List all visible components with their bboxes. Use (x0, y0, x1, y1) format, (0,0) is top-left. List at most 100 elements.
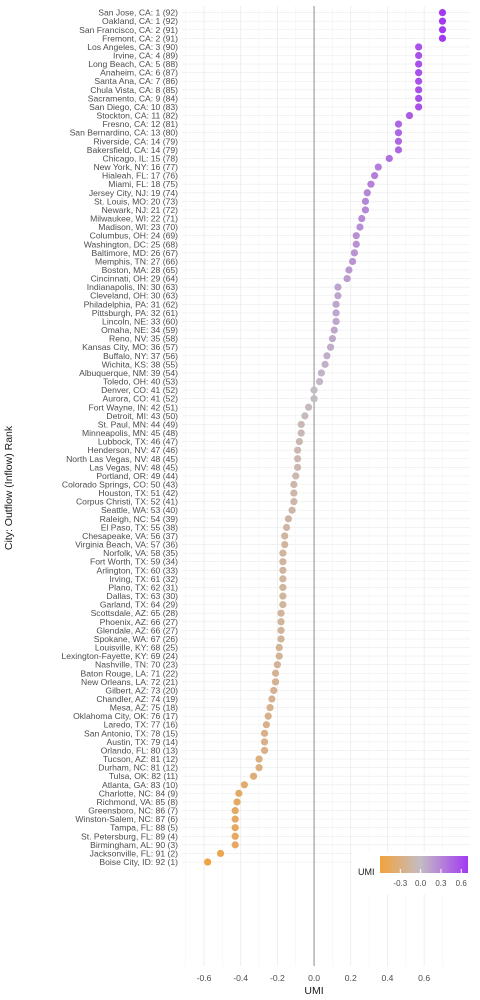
data-point (275, 643, 283, 652)
data-point (363, 189, 371, 197)
data-point (260, 738, 269, 746)
y-tick-label: St. Louis, MO: 20 (73) (94, 196, 178, 206)
y-tick-label: North Las Vegas, NV: 48 (45) (66, 454, 178, 464)
y-tick-label: Richmond, VA: 85 (8) (96, 797, 178, 807)
data-point (279, 549, 287, 557)
y-tick-label: Santa Ana, CA: 7 (86) (94, 76, 178, 86)
data-point (330, 326, 338, 334)
y-tick-label: San Francisco, CA: 2 (91) (79, 25, 178, 35)
y-tick-label: Portland, OR: 49 (44) (96, 471, 178, 481)
y-tick-label: Philadelphia, PA: 31 (62) (84, 299, 179, 309)
data-point (293, 463, 302, 471)
data-point (361, 206, 370, 214)
y-tick-label: Irvine, CA: 4 (89) (113, 51, 178, 61)
data-point (277, 618, 285, 626)
grid (182, 6, 470, 966)
data-point (343, 274, 351, 283)
data-point (374, 163, 382, 171)
y-tick-label: Indianapolis, IN: 30 (63) (87, 282, 178, 292)
y-tick-label: El Paso, TX: 55 (38) (101, 522, 178, 532)
y-tick-label: Fort Worth, TX: 59 (34) (90, 557, 178, 567)
y-tick-label: Colorado Springs, CO: 50 (43) (62, 480, 178, 490)
y-tick-label: Stockton, CA: 11 (82) (96, 111, 178, 121)
data-point (279, 575, 287, 583)
y-tick-label: Greensboro, NC: 86 (7) (88, 806, 178, 816)
y-tick-label: Cleveland, OH: 30 (63) (90, 291, 178, 301)
data-point (405, 111, 414, 120)
y-tick-label: Chesapeake, VA: 56 (37) (82, 531, 178, 541)
data-point (367, 180, 375, 188)
data-point (371, 172, 379, 180)
data-point (270, 686, 278, 695)
x-tick-label: 0.4 (381, 973, 393, 983)
data-point (292, 472, 300, 480)
y-tick-label: San Diego, CA: 10 (83) (89, 102, 178, 112)
y-tick-label: Columbus, OH: 24 (69) (90, 231, 178, 241)
y-tick-label: Buffalo, NY: 37 (56) (103, 351, 178, 361)
y-tick-label: Charlotte, NC: 84 (9) (99, 788, 178, 798)
data-point (352, 240, 360, 248)
data-point (231, 832, 239, 840)
data-point (290, 498, 298, 506)
data-point (415, 51, 423, 60)
y-tick-label: Tulsa, OK: 82 (11) (109, 771, 178, 781)
y-tick-label: Oklahoma City, OK: 76 (17) (73, 711, 178, 721)
data-point (361, 197, 370, 205)
y-tick-label: Jersey City, NJ: 19 (74) (89, 188, 178, 198)
y-tick-label: Oakland, CA: 1 (92) (102, 16, 178, 26)
data-point (385, 154, 393, 163)
y-tick-label: Cincinnati, OH: 29 (64) (91, 274, 179, 284)
data-point (297, 429, 305, 437)
data-point (281, 540, 289, 549)
data-point (438, 26, 447, 34)
y-tick-label: Tucson, AZ: 81 (12) (103, 754, 178, 764)
data-point (262, 721, 270, 729)
y-tick-label: Madison, WI: 23 (70) (98, 222, 178, 232)
y-tick-label: Gilbert, AZ: 73 (20) (105, 685, 178, 695)
plot-panel (182, 6, 470, 966)
legend-ticks: -0.3 0.0 0.3 0.6 (393, 869, 467, 888)
y-tick-label: Detroit, MI: 43 (50) (106, 411, 178, 421)
data-point (301, 412, 309, 420)
y-tick-label: Hialeah, FL: 17 (76) (102, 171, 178, 181)
y-tick-label: Louisville, KY: 68 (25) (95, 643, 178, 653)
y-tick-label: Pittsburgh, PA: 32 (61) (92, 308, 178, 318)
data-point (415, 77, 423, 85)
y-tick-label: Fremont, CA: 2 (91) (102, 33, 178, 43)
y-tick-label: Norfolk, VA: 58 (35) (103, 548, 178, 558)
data-point (231, 815, 239, 823)
y-tick-label: Omaha, NE: 34 (59) (101, 325, 178, 335)
data-point (282, 523, 291, 532)
data-point (271, 678, 280, 686)
data-point (350, 249, 359, 257)
data-point (233, 798, 241, 806)
data-points (204, 9, 447, 866)
y-tick-label: Long Beach, CA: 5 (88) (88, 59, 178, 69)
data-point (304, 403, 313, 411)
data-point (415, 86, 423, 94)
data-point (315, 377, 324, 386)
y-tick-label: Chandler, AZ: 74 (19) (96, 694, 178, 704)
y-tick-label: Sacramento, CA: 9 (84) (88, 93, 178, 103)
y-tick-label: Dallas, TX: 63 (30) (107, 591, 179, 601)
data-point (279, 566, 287, 574)
data-point (358, 214, 366, 223)
data-point (332, 317, 340, 326)
data-point (249, 772, 258, 780)
y-tick-label: Arlington, TX: 60 (33) (96, 565, 178, 575)
data-point (279, 558, 287, 566)
data-point (204, 858, 212, 866)
y-tick-labels: San Jose, CA: 1 (92)Oakland, CA: 1 (92)S… (61, 8, 178, 867)
y-tick-label: San Bernardino, CA: 13 (80) (70, 128, 179, 138)
y-tick-label: Henderson, NV: 47 (46) (88, 445, 179, 455)
y-tick-label: Chicago, IL: 15 (78) (103, 153, 179, 163)
y-tick-label: Austin, TX: 79 (14) (107, 737, 179, 747)
data-point (415, 60, 423, 68)
y-tick-label: Birmingham, AL: 90 (3) (90, 840, 178, 850)
y-tick-label: Milwaukee, WI: 22 (71) (90, 214, 178, 224)
y-tick-label: Nashville, TN: 70 (23) (95, 660, 178, 670)
y-tick-label: Albuquerque, NM: 39 (54) (79, 368, 178, 378)
data-point (317, 369, 326, 377)
data-point (332, 300, 340, 308)
